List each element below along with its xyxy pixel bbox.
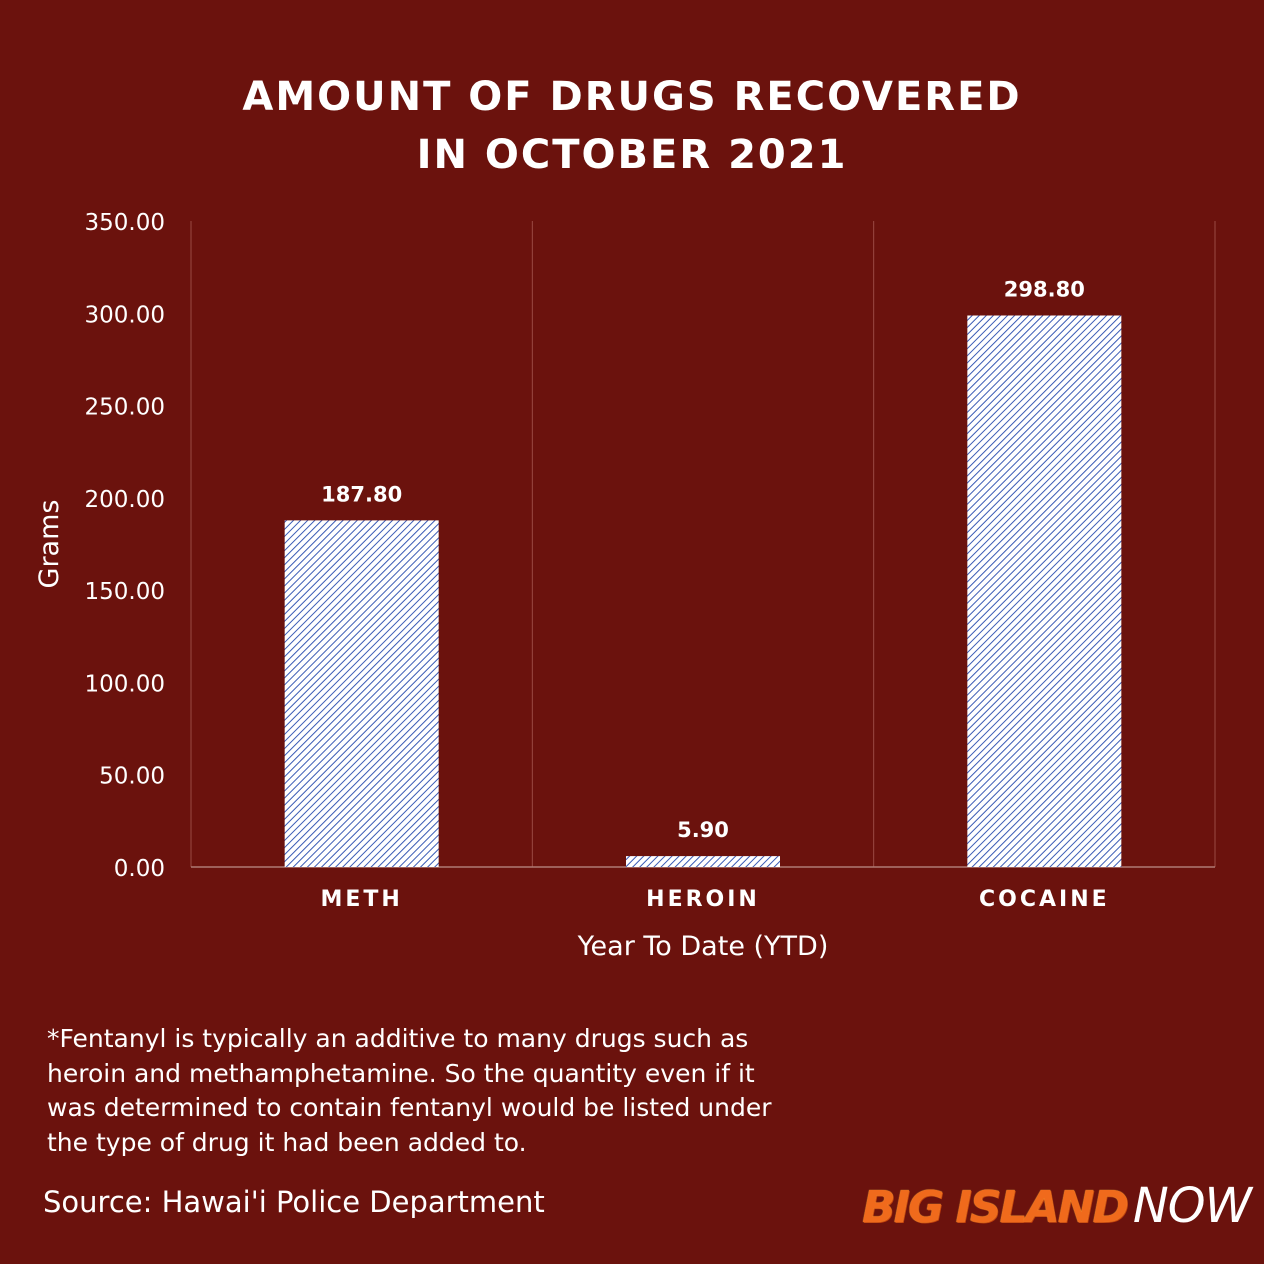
bars <box>284 315 1122 867</box>
data-label: 5.90 <box>677 818 729 842</box>
logo-now-text: NOW <box>1132 1178 1252 1234</box>
logo-big-island-text: BIG ISLAND <box>862 1182 1129 1233</box>
y-axis-label: Grams <box>34 500 65 589</box>
x-tick-label: METH <box>320 887 402 912</box>
y-tick-label: 200.00 <box>85 487 165 513</box>
y-tick-label: 300.00 <box>85 302 165 328</box>
y-tick-label: 350.00 <box>85 210 165 236</box>
bar-chart: 0.00 50.00 100.00 150.00 200.00 250.00 300.00 3… <box>34 210 1216 962</box>
bar <box>284 520 439 867</box>
data-label: 187.80 <box>321 482 402 506</box>
chart-title-line-1: AMOUNT OF DRUGS RECOVERED <box>242 74 1022 120</box>
y-tick-label: 100.00 <box>85 671 165 697</box>
source-credit: Source: Hawai'i Police Department <box>43 1185 545 1219</box>
y-tick-label: 150.00 <box>85 579 165 605</box>
bar <box>626 856 780 867</box>
y-tick-label: 50.00 <box>99 764 165 790</box>
x-axis-label: Year To Date (YTD) <box>577 931 829 962</box>
footnote: *Fentanyl is typically an additive to ma… <box>47 1024 772 1157</box>
big-island-now-logo: BIG ISLAND NOW <box>862 1178 1252 1234</box>
y-tick-label: 0.00 <box>114 856 165 882</box>
bar <box>967 315 1122 867</box>
data-label: 298.80 <box>1004 278 1085 302</box>
chart-title-line-2: IN OCTOBER 2021 <box>416 132 848 178</box>
labels: 0.00 50.00 100.00 150.00 200.00 250.00 300.00 3… <box>34 210 1110 962</box>
x-tick-label: HEROIN <box>646 887 760 912</box>
y-tick-label: 250.00 <box>85 395 165 421</box>
x-tick-label: COCAINE <box>979 887 1110 912</box>
